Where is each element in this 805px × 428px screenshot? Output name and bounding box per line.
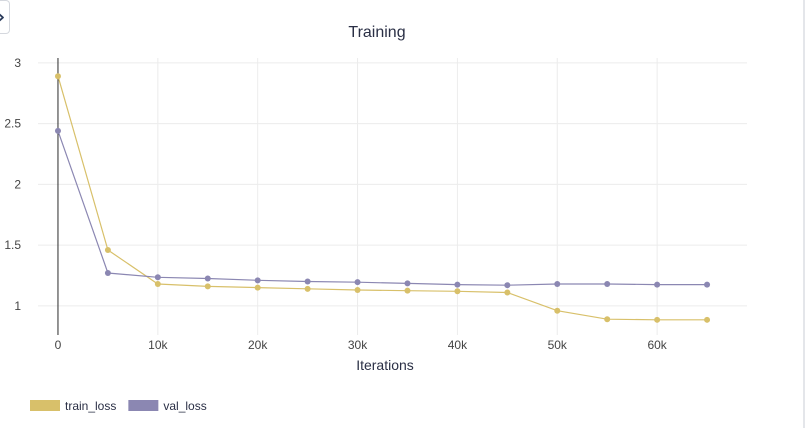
data-point-val_loss <box>704 281 711 288</box>
data-point-train_loss <box>604 316 611 323</box>
legend-swatch-train_loss <box>30 400 60 411</box>
panel-border <box>803 0 805 428</box>
data-point-val_loss <box>504 282 511 289</box>
x-tick-label: 60k <box>647 338 667 352</box>
y-tick-label: 1 <box>14 299 21 313</box>
panel-toggle-tab[interactable] <box>0 0 10 34</box>
chevron-right-icon <box>0 13 4 22</box>
data-point-val_loss <box>154 274 161 281</box>
series-layer <box>54 73 711 323</box>
y-tick-label: 2.5 <box>4 117 21 131</box>
data-point-val_loss <box>454 281 461 288</box>
x-tick-label: 40k <box>448 338 468 352</box>
y-tick-label: 1.5 <box>4 238 21 252</box>
x-tick-label: 20k <box>248 338 268 352</box>
data-point-val_loss <box>654 281 661 288</box>
data-point-val_loss <box>354 279 361 286</box>
data-point-train_loss <box>454 288 461 295</box>
x-tick-label: 50k <box>548 338 568 352</box>
data-point-train_loss <box>404 287 411 294</box>
data-point-train_loss <box>154 280 161 287</box>
data-point-train_loss <box>554 307 561 314</box>
data-point-train_loss <box>654 316 661 323</box>
x-axis-title: Iterations <box>356 357 414 373</box>
legend: train_loss val_loss <box>30 399 207 413</box>
data-point-val_loss <box>54 127 61 134</box>
data-point-train_loss <box>254 284 261 291</box>
data-point-train_loss <box>704 316 711 323</box>
data-point-train_loss <box>504 289 511 296</box>
data-point-train_loss <box>354 287 361 294</box>
legend-label-val_loss: val_loss <box>163 399 206 413</box>
data-point-val_loss <box>104 270 111 277</box>
legend-label-train_loss: train_loss <box>65 399 116 413</box>
data-point-train_loss <box>54 73 61 80</box>
data-point-val_loss <box>204 275 211 282</box>
chart-title: Training <box>348 24 405 41</box>
data-point-val_loss <box>254 277 261 284</box>
data-point-train_loss <box>104 246 111 253</box>
data-point-val_loss <box>554 280 561 287</box>
data-point-val_loss <box>604 280 611 287</box>
y-tick-label: 3 <box>14 56 21 70</box>
x-tick-label: 30k <box>348 338 368 352</box>
data-point-train_loss <box>204 283 211 290</box>
grid <box>38 58 747 335</box>
x-tick-label: 0 <box>55 338 62 352</box>
series-line-val_loss <box>57 130 708 286</box>
x-tick-label: 10k <box>148 338 168 352</box>
y-tick-label: 2 <box>14 177 21 191</box>
data-point-val_loss <box>304 278 311 285</box>
data-point-train_loss <box>304 285 311 292</box>
data-point-val_loss <box>404 280 411 287</box>
legend-swatch-val_loss <box>128 400 159 411</box>
series-line-train_loss <box>57 76 708 321</box>
axes: 0 10k 20k 30k 40k 50k 60k 1 1.5 2 2.5 3 <box>4 56 667 352</box>
